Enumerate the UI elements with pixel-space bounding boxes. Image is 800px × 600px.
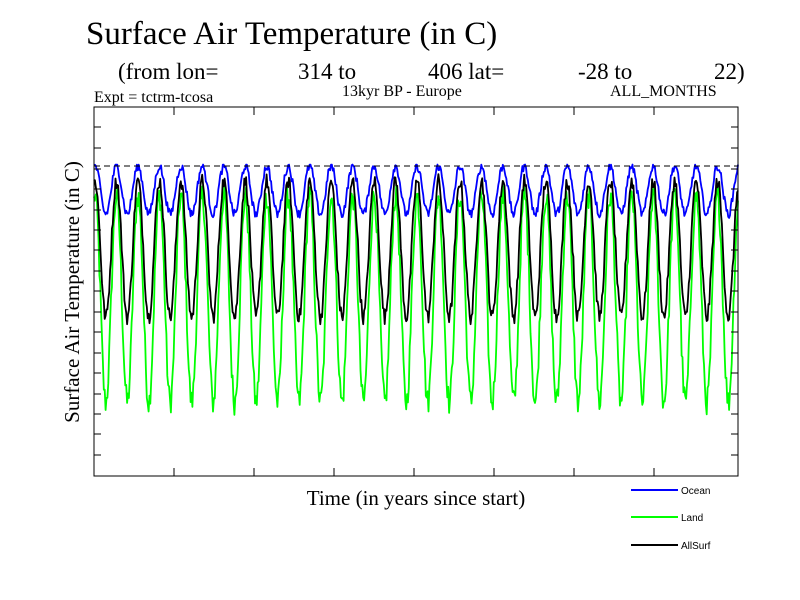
x-axis-label: Time (in years since start)	[306, 486, 526, 510]
series-line-allsurf	[93, 173, 739, 326]
plot-frame	[93, 106, 739, 477]
legend-label-land: Land	[681, 513, 703, 524]
axis-layer	[93, 106, 739, 477]
chart-title: Surface Air Temperature (in C)	[86, 16, 498, 52]
series-line-land	[93, 184, 739, 416]
subtitle-lat-start: -28 to	[578, 59, 633, 84]
period-region-label: 13kyr BP - Europe	[342, 83, 462, 100]
series-layer	[93, 163, 739, 416]
legend-label-ocean: Ocean	[681, 486, 710, 497]
subtitle-lon-start: 314 to	[298, 59, 357, 84]
subtitle-from-lon: (from lon=	[118, 59, 219, 84]
subtitle-lon-end: 406 lat=	[428, 59, 505, 84]
legend-layer: Ocean Land AllSurf	[631, 486, 711, 552]
experiment-label: Expt = tctrm-tcosa	[94, 89, 214, 106]
months-label: ALL_MONTHS	[610, 83, 717, 100]
legend-label-allsurf: AllSurf	[681, 541, 711, 552]
subtitle-lat-end: 22)	[714, 59, 745, 84]
series-line-ocean	[93, 163, 739, 219]
